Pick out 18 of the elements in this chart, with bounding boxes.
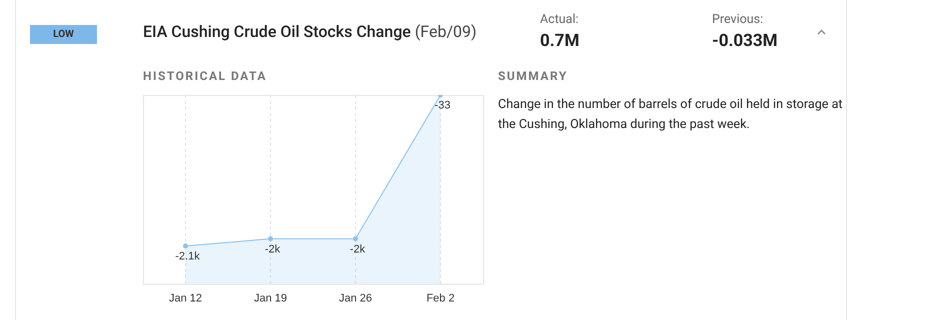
data-label: -33 (434, 100, 450, 112)
chart-title: EIA Cushing Crude Oil Stocks Change (143, 22, 411, 41)
text: LOW (30, 25, 97, 44)
text: Change in the number of barrels of crude oil held in storage at the Cushing, Oklahoma during the past week. (498, 96, 843, 134)
text: Previous: (712, 12, 764, 27)
text: 0.7M (540, 31, 580, 51)
text: HISTORICAL DATA (143, 69, 267, 83)
text: SUMMARY (498, 69, 568, 83)
x-tick-label: Jan 26 (338, 292, 372, 304)
data-label: -2.1k (175, 250, 200, 263)
x-tick-label: Jan 19 (254, 292, 288, 304)
text: -0.033M (712, 31, 778, 51)
data-label: -2k (350, 243, 366, 256)
x-tick-label: Feb 2 (426, 292, 455, 304)
text: Actual: (540, 12, 579, 27)
data-label: -2k (264, 243, 281, 256)
x-tick-label: Jan 12 (168, 292, 202, 304)
chart-subtitle: (Feb/09) (414, 22, 477, 41)
